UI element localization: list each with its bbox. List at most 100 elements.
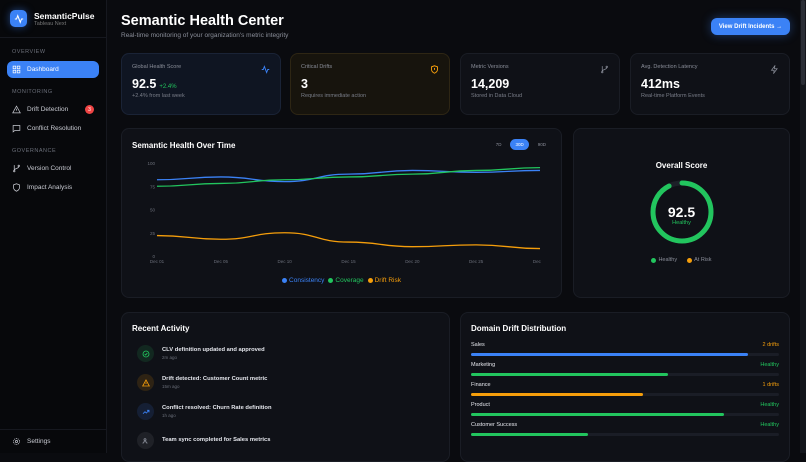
trending-up-icon xyxy=(137,403,154,420)
activity-item[interactable]: Team sync completed for Sales metrics xyxy=(137,432,439,449)
score-legend: Healthy At Risk xyxy=(574,257,789,263)
y-tick-label: 25 xyxy=(150,231,156,236)
legend-item[interactable]: Drift Risk xyxy=(368,277,401,284)
domain-progress-fill xyxy=(471,393,643,396)
scrollbar-thumb[interactable] xyxy=(801,0,805,85)
stat-value: 3 xyxy=(301,77,439,91)
sidebar-item-version-control[interactable]: Version Control xyxy=(7,160,99,177)
legend-at-risk: At Risk xyxy=(694,257,711,263)
view-drift-incidents-button[interactable]: View Drift Incidents → xyxy=(711,18,790,35)
domain-progress-fill xyxy=(471,373,668,376)
activity-icon xyxy=(261,65,270,74)
x-tick-label: Dec 25 xyxy=(469,259,484,264)
y-tick-label: 100 xyxy=(147,161,155,166)
scrollbar[interactable] xyxy=(800,0,806,453)
tab-90d[interactable]: 90D xyxy=(533,139,551,150)
chart-title: Semantic Health Over Time xyxy=(132,141,551,150)
tab-7d[interactable]: 7D xyxy=(491,139,507,150)
activity-item[interactable]: Conflict resolved: Churn Rate definition… xyxy=(137,403,439,420)
sidebar-item-dashboard[interactable]: Dashboard xyxy=(7,61,99,78)
domain-progress-track xyxy=(471,433,779,436)
y-tick-label: 50 xyxy=(150,208,156,213)
pulse-logo-icon xyxy=(10,10,27,27)
section-overview: OVERVIEW xyxy=(0,49,106,55)
warning-icon xyxy=(12,105,21,114)
domain-row: Customer Success Healthy xyxy=(471,422,779,436)
app-name: SemanticPulse xyxy=(34,11,94,21)
stat-card-health: Global Health Score 92.5+2.4% +2.4% from… xyxy=(121,53,281,115)
stat-delta: +2.4% xyxy=(159,84,176,90)
overall-score-value: 92.5 xyxy=(574,204,789,220)
domains-title: Domain Drift Distribution xyxy=(471,324,779,333)
sidebar-item-label: Version Control xyxy=(27,165,71,172)
page-subtitle: Real-time monitoring of your organizatio… xyxy=(121,32,288,39)
domain-name: Finance xyxy=(471,382,491,388)
domain-name: Marketing xyxy=(471,362,495,368)
stat-value: 92.5 xyxy=(132,77,156,91)
domain-progress-track xyxy=(471,373,779,376)
branch-icon xyxy=(600,65,609,74)
y-tick-label: 75 xyxy=(150,184,156,189)
x-tick-label: Dec 20 xyxy=(405,259,420,264)
legend-dot xyxy=(328,278,333,283)
domain-status: Healthy xyxy=(760,402,779,408)
stat-label: Critical Drifts xyxy=(301,64,439,70)
domain-name: Customer Success xyxy=(471,422,517,428)
legend-dot xyxy=(282,278,287,283)
tab-30d[interactable]: 30D xyxy=(510,139,528,150)
domain-name: Sales xyxy=(471,342,485,348)
sidebar-item-conflict-resolution[interactable]: Conflict Resolution xyxy=(7,120,99,137)
series-line-consistency xyxy=(157,170,540,181)
domain-name: Product xyxy=(471,402,490,408)
stat-label: Avg. Detection Latency xyxy=(641,64,779,70)
legend-label: Coverage xyxy=(335,277,363,284)
domain-drift-card: Domain Drift Distribution Sales 2 drifts M… xyxy=(460,312,790,462)
section-governance: GOVERNANCE xyxy=(0,148,106,154)
activity-text: Drift detected: Customer Count metric xyxy=(162,376,267,382)
domain-status: 1 drifts xyxy=(762,382,779,388)
series-line-drift-risk xyxy=(157,233,540,249)
domain-status: Healthy xyxy=(760,362,779,368)
section-monitoring: MONITORING xyxy=(0,89,106,95)
domain-progress-track xyxy=(471,353,779,356)
legend-item[interactable]: Consistency xyxy=(282,277,324,284)
sidebar-item-label: Drift Detection xyxy=(27,106,68,113)
stat-note: +2.4% from last week xyxy=(132,93,270,99)
stat-card-latency: Avg. Detection Latency 412ms Real-time P… xyxy=(630,53,790,115)
shield-alert-icon xyxy=(430,65,439,74)
domain-progress-fill xyxy=(471,433,588,436)
sidebar-item-impact-analysis[interactable]: Impact Analysis xyxy=(7,179,99,196)
legend-healthy: Healthy xyxy=(658,257,677,263)
activity-time: 2m ago xyxy=(162,355,265,360)
settings-label: Settings xyxy=(27,438,51,445)
grid-icon xyxy=(12,65,21,74)
domain-status: 2 drifts xyxy=(762,342,779,348)
sidebar-item-label: Conflict Resolution xyxy=(27,125,81,132)
stat-card-metric-versions: Metric Versions 14,209 Stored in Data Cl… xyxy=(460,53,620,115)
stat-card-critical-drifts: Critical Drifts 3 Requires immediate act… xyxy=(290,53,450,115)
domain-status: Healthy xyxy=(760,422,779,428)
x-tick-label: Dec 05 xyxy=(214,259,229,264)
stat-label: Global Health Score xyxy=(132,64,270,70)
domain-progress-fill xyxy=(471,353,748,356)
settings-button[interactable]: Settings xyxy=(0,429,107,453)
overall-score-card: Overall Score 92.5 Healthy Healthy At Ri… xyxy=(573,128,790,298)
activity-time: 1h ago xyxy=(162,413,272,418)
activity-text: CLV definition updated and approved xyxy=(162,347,265,353)
sidebar-item-label: Impact Analysis xyxy=(27,184,72,191)
legend-label: Consistency xyxy=(289,277,324,284)
activity-item[interactable]: CLV definition updated and approved 2m ag… xyxy=(137,345,439,362)
chart-legend: Consistency Coverage Drift Risk xyxy=(122,277,561,284)
legend-item[interactable]: Coverage xyxy=(328,277,363,284)
domain-progress-fill xyxy=(471,413,724,416)
branch-icon xyxy=(12,164,21,173)
domain-progress-track xyxy=(471,393,779,396)
domain-row: Marketing Healthy xyxy=(471,362,779,376)
stat-note: Real-time Platform Events xyxy=(641,93,779,99)
sidebar-item-label: Dashboard xyxy=(27,66,59,73)
